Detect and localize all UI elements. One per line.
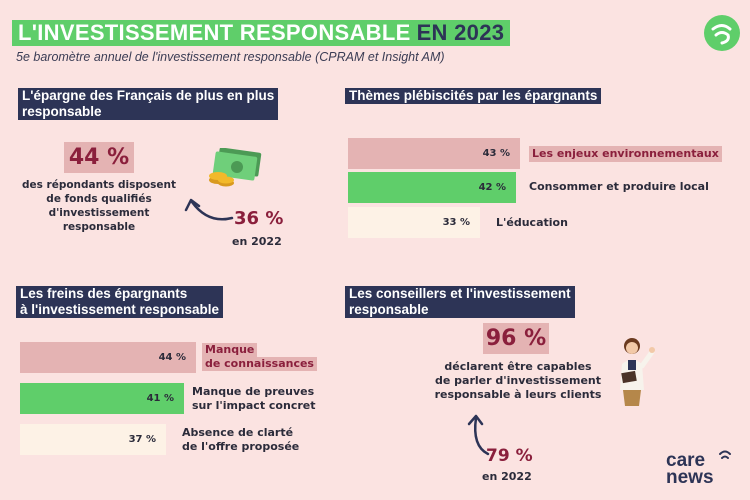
freins-bar-3: 37 %: [20, 424, 166, 455]
epargne-prev-year: en 2022: [232, 235, 282, 248]
freins-heading: Les freins des épargnants à l'investisse…: [16, 286, 224, 318]
carenews-logo-icon: [704, 15, 740, 51]
freins-label-3: Absence de clarté de l'offre proposée: [182, 426, 300, 453]
title-main: L'INVESTISSEMENT RESPONSABLE: [18, 20, 411, 45]
freins-label-2: Manque de preuves sur l'impact concret: [192, 385, 316, 412]
themes-label-2: Consommer et produire local: [529, 180, 709, 193]
advisor-woman-icon: [620, 338, 655, 406]
curved-arrow-icon: [467, 414, 490, 456]
carenews-logo-icon: [719, 450, 731, 459]
conseillers-big-percent: 96 %: [483, 323, 549, 354]
page-subtitle: 5e baromètre annuel de l'investissement …: [16, 50, 445, 64]
epargne-description: des répondants disposent de fonds qualif…: [21, 179, 176, 233]
epargne-prev-percent: 36 %: [234, 208, 284, 229]
freins-bar-2: 41 %: [20, 383, 184, 414]
conseillers-heading: Les conseillers et l'investissement resp…: [345, 286, 575, 318]
conseillers-prev-percent: 79 %: [486, 446, 533, 466]
themes-heading: Thèmes plébiscités par les épargnants: [345, 88, 602, 104]
curved-arrow-icon: [184, 198, 234, 221]
carenews-brand: care news: [666, 450, 714, 488]
money-icon: [209, 148, 262, 187]
conseillers-prev-year: en 2022: [482, 470, 532, 483]
themes-label-1: Les enjeux environnementaux: [529, 146, 722, 162]
themes-bar-3: 33 %: [348, 207, 480, 238]
epargne-heading: L'épargne des Français de plus en plus r…: [18, 88, 279, 120]
themes-bar-2: 42 %: [348, 172, 516, 203]
freins-bar-1: 44 %: [20, 342, 196, 373]
freins-label-1: Manque de connaissances: [202, 343, 317, 371]
title-year: EN 2023: [416, 20, 505, 45]
themes-bar-1: 43 %: [348, 138, 520, 169]
epargne-big-percent: 44 %: [64, 142, 134, 173]
themes-label-3: L'éducation: [496, 216, 568, 229]
conseillers-description: déclarent être capables de parler d'inve…: [434, 360, 602, 401]
page-title: L'INVESTISSEMENT RESPONSABLE EN 2023: [12, 20, 511, 46]
